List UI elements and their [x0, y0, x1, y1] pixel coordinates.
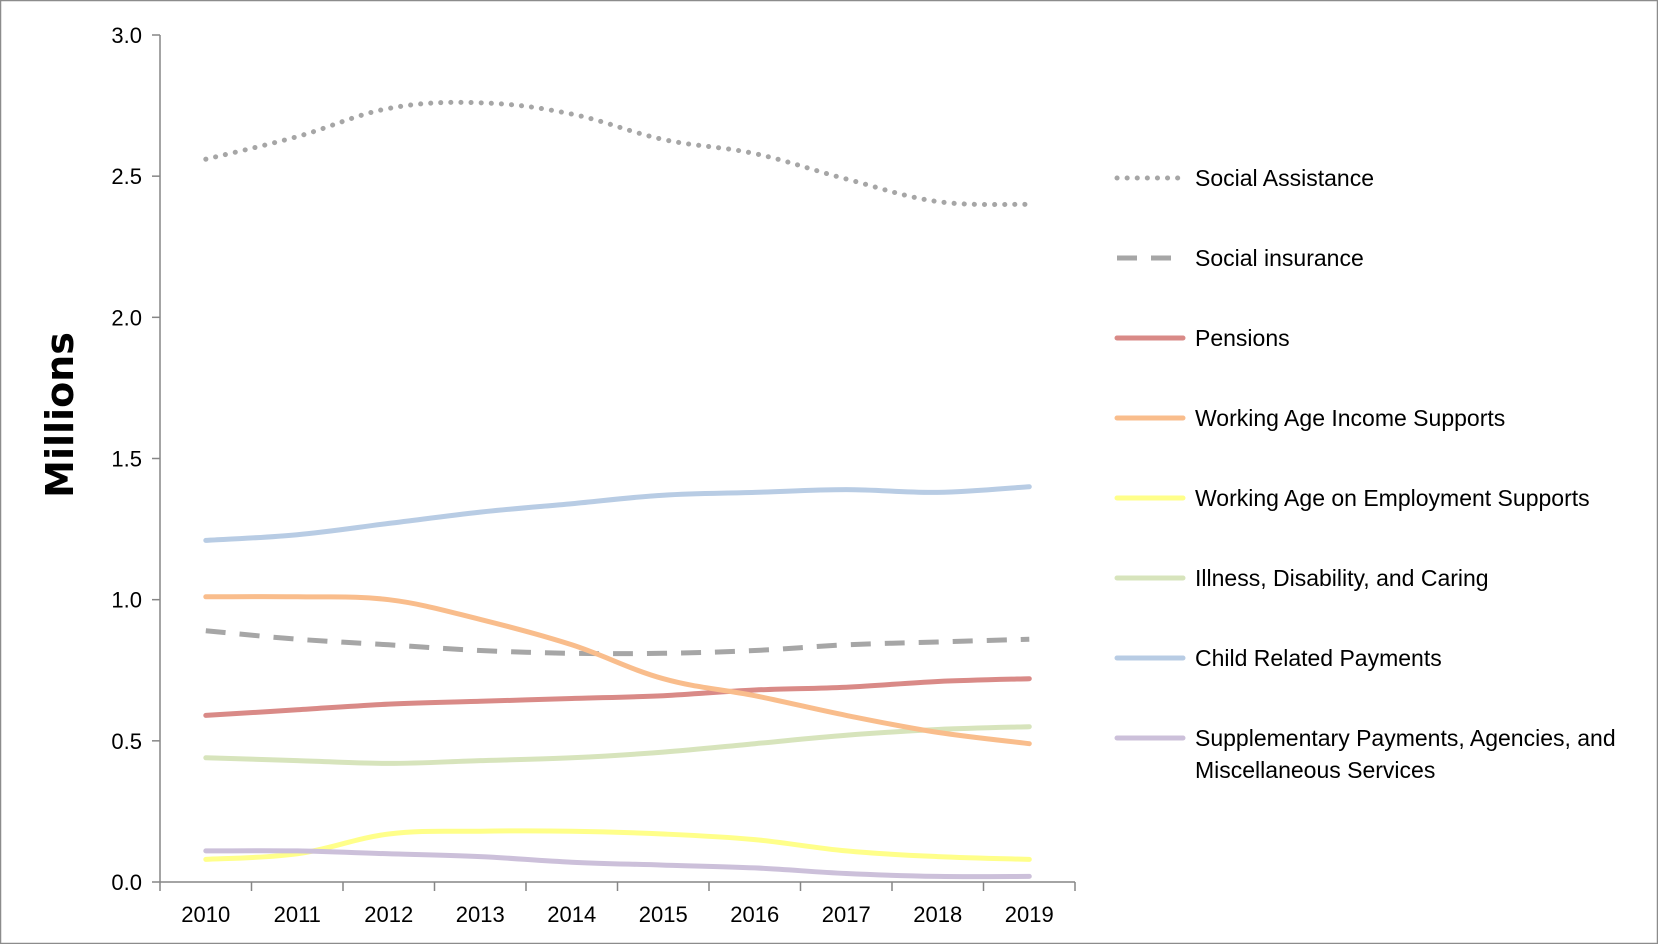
legend-label: Child Related Payments — [1195, 645, 1442, 671]
x-tick-label: 2019 — [1005, 902, 1054, 927]
legend-label: Pensions — [1195, 325, 1290, 351]
legend-label: Working Age on Employment Supports — [1195, 485, 1590, 511]
x-tick-label: 2011 — [274, 902, 321, 927]
legend-label: Social insurance — [1195, 245, 1364, 271]
series-line — [205, 628, 1030, 657]
x-tick-label: 2016 — [730, 902, 779, 927]
legend-label: Working Age Income Supports — [1195, 405, 1505, 431]
legend-label: Supplementary Payments, Agencies, and Mis… — [1195, 725, 1616, 783]
y-tick-label: 2.5 — [111, 164, 142, 189]
x-tick-label: 2012 — [364, 902, 413, 927]
series-lines — [203, 99, 1032, 880]
x-tick-label: 2014 — [547, 902, 596, 927]
x-tick-label: 2018 — [913, 902, 962, 927]
legend: Social Assistance Social insurance Pension… — [1114, 165, 1616, 783]
x-tick-label: 2013 — [456, 902, 505, 927]
x-tick-label: 2015 — [639, 902, 688, 927]
legend-label: Social Assistance — [1195, 165, 1374, 191]
y-tick-label: 3.0 — [111, 23, 142, 48]
plot-area — [160, 35, 1075, 882]
series-line — [203, 594, 1032, 747]
y-tick-label: 2.0 — [111, 305, 142, 330]
x-tick-label: 2010 — [181, 902, 230, 927]
x-tick-label: 2017 — [822, 902, 871, 927]
series-line — [203, 676, 1032, 718]
series-line — [203, 724, 1032, 766]
y-tick-label: 1.5 — [111, 447, 142, 472]
y-tick-label: 0.0 — [111, 870, 142, 895]
series-line — [203, 828, 1032, 862]
y-tick-label: 0.5 — [111, 729, 142, 754]
y-tick-label: 1.0 — [111, 588, 142, 613]
series-line — [203, 99, 1032, 208]
series-line — [203, 848, 1032, 880]
axes: 0.0 0.5 1.0 1.5 2.0 2.5 3.0 2010 2011 2012 2013 201… — [111, 23, 1076, 927]
legend-label: Illness, Disability, and Caring — [1195, 565, 1489, 591]
y-axis-label: Millions — [38, 332, 82, 498]
series-line — [203, 484, 1032, 543]
